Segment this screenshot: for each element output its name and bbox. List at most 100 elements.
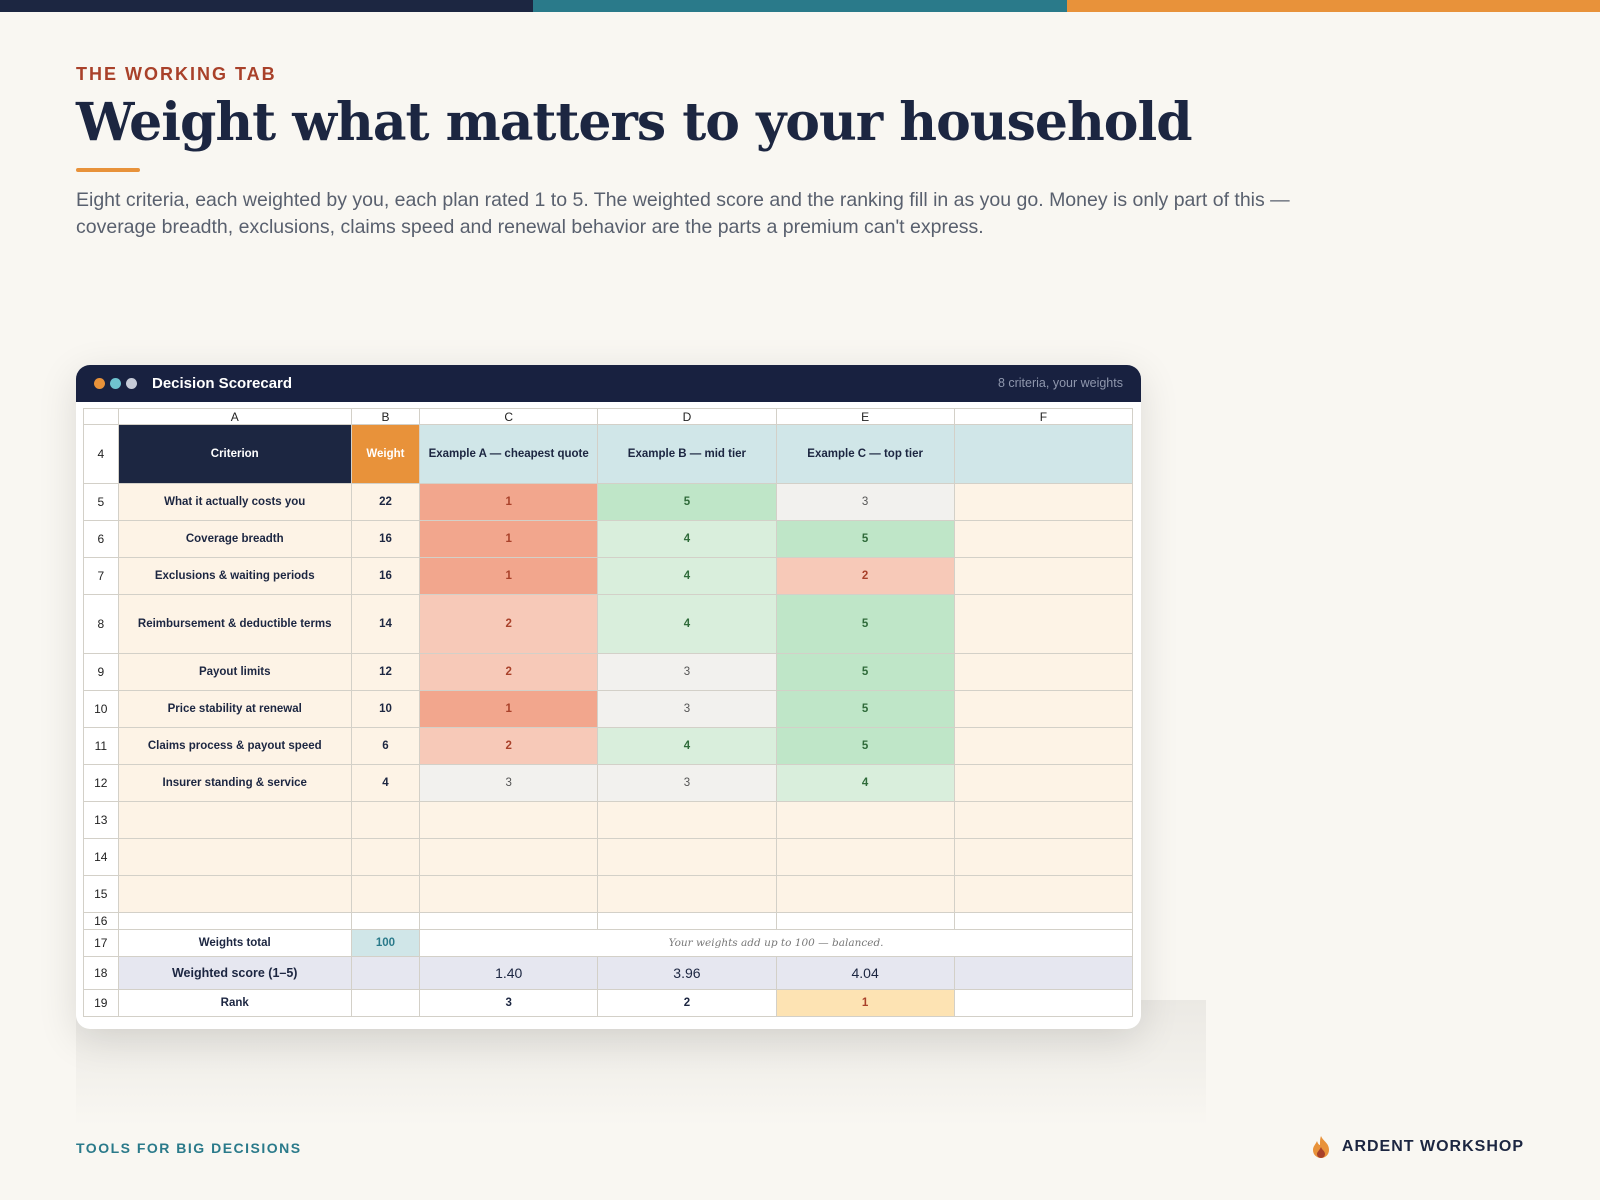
- header-plan-c[interactable]: Example C — top tier: [775, 424, 955, 484]
- rating-cell-a[interactable]: 3: [419, 764, 599, 802]
- weight-cell[interactable]: 14: [350, 594, 421, 654]
- criterion-cell[interactable]: What it actually costs you: [117, 483, 352, 521]
- empty-cell[interactable]: [419, 875, 599, 913]
- weighted-score-b: 3.96: [597, 956, 777, 990]
- rating-cell-c[interactable]: 5: [775, 594, 955, 654]
- rating-cell-b[interactable]: 4: [597, 727, 777, 765]
- window-close-dot[interactable]: [94, 378, 105, 389]
- row-number: 5: [83, 483, 119, 521]
- column-header-e[interactable]: E: [775, 408, 955, 425]
- rating-cell-a[interactable]: 1: [419, 557, 599, 595]
- weight-cell[interactable]: 16: [350, 557, 421, 595]
- empty-cell[interactable]: [419, 801, 599, 839]
- empty-cell[interactable]: [775, 875, 955, 913]
- flame-icon: [1312, 1136, 1329, 1158]
- header-plan-b[interactable]: Example B — mid tier: [597, 424, 777, 484]
- empty-cell[interactable]: [350, 875, 421, 913]
- row-number: 13: [83, 801, 119, 839]
- column-header-b[interactable]: B: [350, 408, 421, 425]
- rating-cell-a[interactable]: 2: [419, 727, 599, 765]
- rating-cell-c[interactable]: 2: [775, 557, 955, 595]
- rank-c: 1: [775, 989, 955, 1017]
- eyebrow-label: THE WORKING TAB: [76, 64, 277, 84]
- empty-cell[interactable]: [117, 801, 352, 839]
- empty-cell[interactable]: [350, 912, 421, 930]
- criterion-cell[interactable]: Insurer standing & service: [117, 764, 352, 802]
- column-header-a[interactable]: A: [117, 408, 352, 425]
- rating-cell-b[interactable]: 5: [597, 483, 777, 521]
- empty-cell-f[interactable]: [953, 653, 1134, 691]
- column-header-d[interactable]: D: [597, 408, 777, 425]
- empty-cell[interactable]: [419, 912, 599, 930]
- empty-cell[interactable]: [117, 875, 352, 913]
- weights-total-value[interactable]: 100: [350, 929, 421, 957]
- rating-cell-b[interactable]: 4: [597, 594, 777, 654]
- empty-cell[interactable]: [350, 838, 421, 876]
- rating-cell-c[interactable]: 3: [775, 483, 955, 521]
- weight-cell[interactable]: 6: [350, 727, 421, 765]
- empty-cell-f[interactable]: [953, 483, 1134, 521]
- rating-cell-b[interactable]: 3: [597, 690, 777, 728]
- rating-cell-c[interactable]: 5: [775, 653, 955, 691]
- empty-row: 14: [83, 838, 1134, 876]
- rating-cell-b[interactable]: 4: [597, 520, 777, 558]
- criterion-cell[interactable]: Exclusions & waiting periods: [117, 557, 352, 595]
- rating-cell-b[interactable]: 3: [597, 764, 777, 802]
- weight-cell[interactable]: 16: [350, 520, 421, 558]
- empty-cell[interactable]: [597, 912, 777, 930]
- weight-cell[interactable]: 4: [350, 764, 421, 802]
- empty-cell[interactable]: [953, 912, 1134, 930]
- rating-cell-c[interactable]: 5: [775, 727, 955, 765]
- empty-cell[interactable]: [117, 912, 352, 930]
- header-cell-f[interactable]: [953, 424, 1134, 484]
- header-plan-a[interactable]: Example A — cheapest quote: [419, 424, 599, 484]
- empty-cell[interactable]: [775, 838, 955, 876]
- weight-cell[interactable]: 12: [350, 653, 421, 691]
- empty-cell-f[interactable]: [953, 520, 1134, 558]
- rating-cell-c[interactable]: 4: [775, 764, 955, 802]
- criterion-row: 6 Coverage breadth 16 1 4 5: [83, 520, 1134, 558]
- empty-cell[interactable]: [419, 838, 599, 876]
- rating-cell-c[interactable]: 5: [775, 690, 955, 728]
- rating-cell-a[interactable]: 2: [419, 653, 599, 691]
- empty-cell[interactable]: [117, 838, 352, 876]
- column-header-f[interactable]: F: [953, 408, 1134, 425]
- empty-cell-f[interactable]: [953, 557, 1134, 595]
- criterion-cell[interactable]: Price stability at renewal: [117, 690, 352, 728]
- rating-cell-c[interactable]: 5: [775, 520, 955, 558]
- empty-cell[interactable]: [953, 838, 1134, 876]
- window-minimize-dot[interactable]: [110, 378, 121, 389]
- rating-cell-a[interactable]: 1: [419, 483, 599, 521]
- criterion-cell[interactable]: Payout limits: [117, 653, 352, 691]
- rating-cell-a[interactable]: 1: [419, 690, 599, 728]
- weight-cell[interactable]: 22: [350, 483, 421, 521]
- empty-cell-f[interactable]: [953, 764, 1134, 802]
- empty-cell[interactable]: [597, 875, 777, 913]
- empty-cell[interactable]: [350, 801, 421, 839]
- empty-cell-f[interactable]: [953, 594, 1134, 654]
- rank-row: 19 Rank 3 2 1: [83, 989, 1134, 1017]
- rating-cell-a[interactable]: 1: [419, 520, 599, 558]
- empty-cell[interactable]: [775, 801, 955, 839]
- row-number: 12: [83, 764, 119, 802]
- rating-cell-b[interactable]: 3: [597, 653, 777, 691]
- rating-cell-a[interactable]: 2: [419, 594, 599, 654]
- header-weight[interactable]: Weight: [350, 424, 421, 484]
- empty-cell[interactable]: [597, 801, 777, 839]
- header-criterion[interactable]: Criterion: [117, 424, 352, 484]
- empty-cell[interactable]: [597, 838, 777, 876]
- brand-lockup: ARDENT WORKSHOP: [1310, 1135, 1524, 1159]
- rating-cell-b[interactable]: 4: [597, 557, 777, 595]
- criterion-cell[interactable]: Coverage breadth: [117, 520, 352, 558]
- weight-cell[interactable]: 10: [350, 690, 421, 728]
- criterion-cell[interactable]: Claims process & payout speed: [117, 727, 352, 765]
- column-header-c[interactable]: C: [419, 408, 599, 425]
- empty-cell-f[interactable]: [953, 690, 1134, 728]
- empty-cell[interactable]: [953, 801, 1134, 839]
- window-maximize-dot[interactable]: [126, 378, 137, 389]
- criterion-cell[interactable]: Reimbursement & deductible terms: [117, 594, 352, 654]
- empty-cell[interactable]: [953, 875, 1134, 913]
- empty-cell[interactable]: [775, 912, 955, 930]
- criterion-row: 5 What it actually costs you 22 1 5 3: [83, 483, 1134, 521]
- empty-cell-f[interactable]: [953, 727, 1134, 765]
